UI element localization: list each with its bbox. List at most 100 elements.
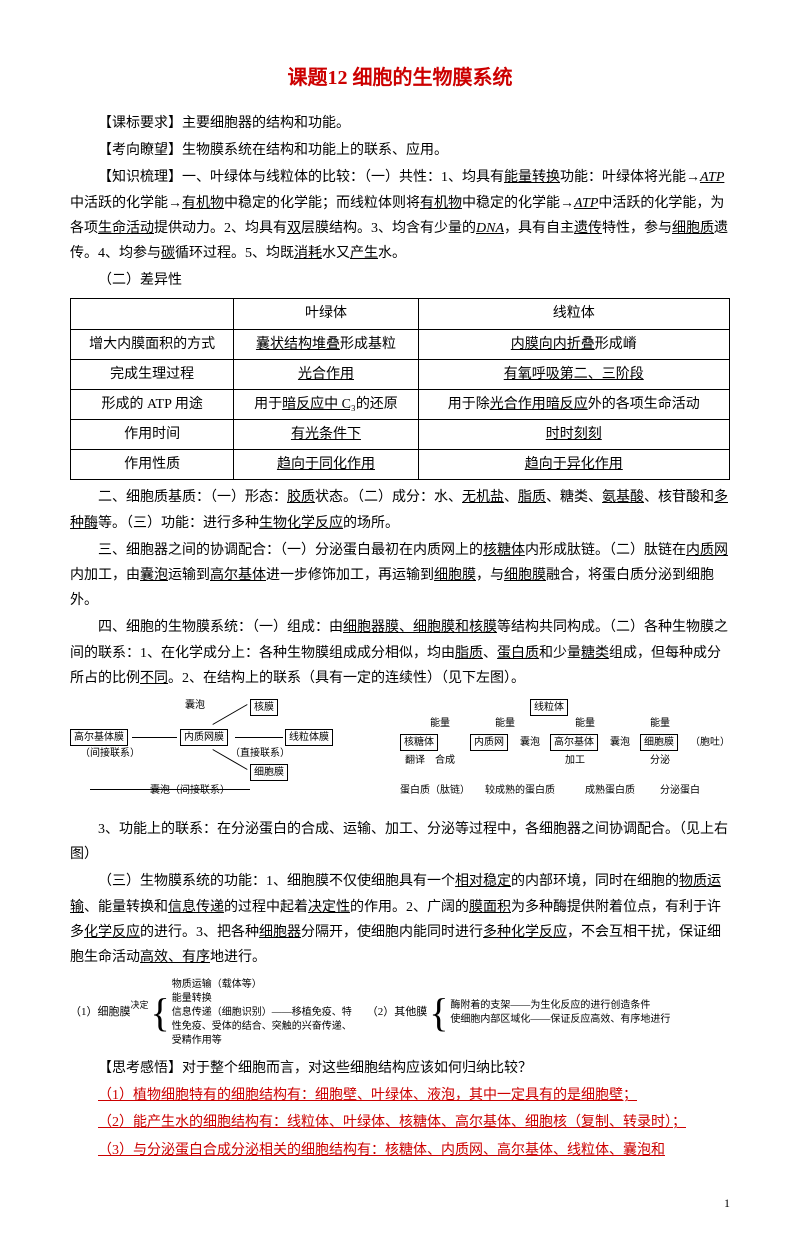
node: 核膜	[250, 699, 278, 716]
r2c1: 完成生理过程	[71, 359, 234, 389]
u: 高尔基体	[210, 568, 266, 583]
bottom-diagram: （1）细胞膜 决定 { 物质运输（载体等） 能量转换 信息传递（细胞识别）——移…	[70, 978, 730, 1048]
r3c3: 用于除光合作用暗反应外的各项生命活动	[418, 389, 729, 419]
s1-u12: 消耗	[294, 246, 322, 261]
comparison-table: 叶绿体 线粒体 增大内膜面积的方式 囊状结构堆叠形成基粒 内膜向内折叠形成嵴 完…	[70, 298, 730, 480]
lbl: 能量	[430, 717, 450, 730]
t: 内形成肽链。（二）肽链在	[525, 543, 686, 558]
lbl: （直接联系）	[230, 747, 290, 760]
t: 的场所。	[343, 516, 399, 531]
req-text: 主要细胞器的结构和功能。	[182, 116, 350, 131]
t: 的内部环境，同时在细胞的	[511, 874, 679, 889]
lbl: 加工	[565, 754, 585, 767]
t: 的过程中起着	[224, 900, 308, 915]
t: 等。（三）功能：进行多种	[98, 516, 259, 531]
s1-u6: 生命活动	[98, 221, 154, 236]
s1-u7: 双	[287, 221, 301, 236]
lbl: 分泌蛋白	[660, 784, 700, 797]
r4c1: 作用时间	[71, 420, 234, 450]
u: 决定性	[308, 900, 350, 915]
t: 循环过程。5、均既	[175, 246, 294, 261]
page-title: 课题12 细胞的生物膜系统	[70, 60, 730, 96]
r5c3: 趋向于异化作用	[418, 450, 729, 480]
lbl: 能量	[575, 717, 595, 730]
t: 形成嵴	[595, 337, 637, 352]
brace-1: （1）细胞膜 决定 { 物质运输（载体等） 能量转换 信息传递（细胞识别）——移…	[70, 978, 352, 1048]
t: （2）其他膜	[367, 1003, 428, 1023]
th2: 叶绿体	[234, 299, 418, 329]
u: 氨基酸	[602, 490, 644, 505]
t: 的作用。2、广阔的	[350, 900, 469, 915]
lbl: 成熟蛋白质	[585, 784, 635, 797]
t: 、糖类、	[546, 490, 602, 505]
s1-u9: 遗传	[574, 221, 602, 236]
t: ，具有自主	[504, 221, 574, 236]
table-row: 作用性质 趋向于同化作用 趋向于异化作用	[71, 450, 730, 480]
u: 细胞器	[259, 925, 301, 940]
t: 特性，参与	[602, 221, 672, 236]
u: 膜面积	[469, 900, 511, 915]
node: 内质网膜	[180, 729, 228, 746]
u: 细胞膜	[434, 568, 476, 583]
item: 能量转换	[172, 992, 352, 1006]
u: 细胞器膜、细胞膜和核膜	[343, 620, 497, 635]
u: 光合作用	[298, 367, 354, 382]
a2: （2）能产生水的细胞结构有：线粒体、叶绿体、核糖体、高尔基体、细胞核（复制、转录…	[98, 1115, 686, 1130]
r5c1: 作用性质	[71, 450, 234, 480]
t: 中稳定的化学能；而线粒体则将	[224, 196, 420, 211]
u: 暗反应中 C₃	[282, 397, 356, 412]
lbl: 分泌	[650, 754, 670, 767]
lbl: （胞吐）	[690, 736, 730, 749]
u: 细胞膜	[504, 568, 546, 583]
know-label: 【知识梳理】	[98, 170, 182, 185]
t: 、	[483, 646, 497, 661]
item: 物质运输（载体等）	[172, 978, 352, 992]
t: 决定	[131, 997, 149, 1013]
node: 细胞膜	[640, 734, 678, 751]
u: 蛋白质	[497, 646, 539, 661]
r1c1: 增大内膜面积的方式	[71, 329, 234, 359]
t: 状态。（二）成分：水、	[315, 490, 462, 505]
s1-u8: DNA	[476, 221, 504, 236]
section-1: 【知识梳理】一、叶绿体与线粒体的比较：（一）共性：1、均具有能量转换功能：叶绿体…	[70, 165, 730, 266]
req-label: 【课标要求】	[98, 116, 182, 131]
t: 分隔开，使细胞内能同时进行	[301, 925, 483, 940]
t: 水又	[322, 246, 350, 261]
answer-3: （3）与分泌蛋白合成分泌相关的细胞结构有：核糖体、内质网、高尔基体、线粒体、囊泡…	[70, 1138, 730, 1163]
u: 脂质	[518, 490, 546, 505]
think-label: 【思考感悟】	[98, 1061, 182, 1076]
u: 趋向于异化作用	[525, 457, 623, 472]
node: 高尔基体	[550, 734, 598, 751]
th3: 线粒体	[418, 299, 729, 329]
t: 水。	[378, 246, 406, 261]
u: 囊状结构堆叠	[256, 337, 340, 352]
section-6: （三）生物膜系统的功能：1、细胞膜不仅使细胞具有一个相对稳定的内部环境，同时在细…	[70, 869, 730, 970]
items: 物质运输（载体等） 能量转换 信息传递（细胞识别）——移植免疫、特性免疫、受体的…	[172, 978, 352, 1048]
lbl: （间接联系）	[80, 747, 140, 760]
r2c3: 有氧呼吸第二、三阶段	[418, 359, 729, 389]
t: （1）细胞膜	[70, 1003, 131, 1023]
t: 二、细胞质基质：（一）形态：	[98, 490, 287, 505]
t: 。2、在结构上的联系（具有一定的连续性）（见下左图）。	[168, 671, 525, 686]
brace-2: （2）其他膜 { 酶附着的支架——为生化反应的进行创造条件 使细胞内部区域化——…	[367, 978, 671, 1048]
t: 、	[504, 490, 518, 505]
items: 酶附着的支架——为生化反应的进行创造条件 使细胞内部区域化——保证反应高效、有序…	[450, 999, 670, 1027]
t: 三、细胞器之间的协调配合：（一）分泌蛋白最初在内质网上的	[98, 543, 483, 558]
item: 酶附着的支架——为生化反应的进行创造条件	[450, 999, 670, 1013]
exp-label: 【考向瞭望】	[98, 143, 182, 158]
brace-icon: {	[429, 993, 448, 1033]
r2c2: 光合作用	[234, 359, 418, 389]
u: 胶质	[287, 490, 315, 505]
diff-label: （二）差异性	[70, 268, 730, 293]
t: 进一步修饰加工，再运输到	[266, 568, 434, 583]
item: 信息传递（细胞识别）——移植免疫、特性免疫、受体的结合、突触的兴奋传递、受精作用…	[172, 1006, 352, 1048]
t: 提供动力。2、均具有	[154, 221, 287, 236]
t: 外的各项生命活动	[588, 397, 700, 412]
table-row: 增大内膜面积的方式 囊状结构堆叠形成基粒 内膜向内折叠形成嵴	[71, 329, 730, 359]
left-diagram: 囊泡 核膜 高尔基体膜 内质网膜 线粒体膜 （间接联系） （直接联系） 细胞膜 …	[70, 699, 387, 809]
section-4: 四、细胞的生物膜系统：（一）组成：由细胞器膜、细胞膜和核膜等结构共同构成。（二）…	[70, 615, 730, 691]
t: （三）生物膜系统的功能：1、细胞膜不仅使细胞具有一个	[98, 874, 455, 889]
u: 内质网	[686, 543, 728, 558]
r1c3: 内膜向内折叠形成嵴	[418, 329, 729, 359]
u: 相对稳定	[455, 874, 511, 889]
